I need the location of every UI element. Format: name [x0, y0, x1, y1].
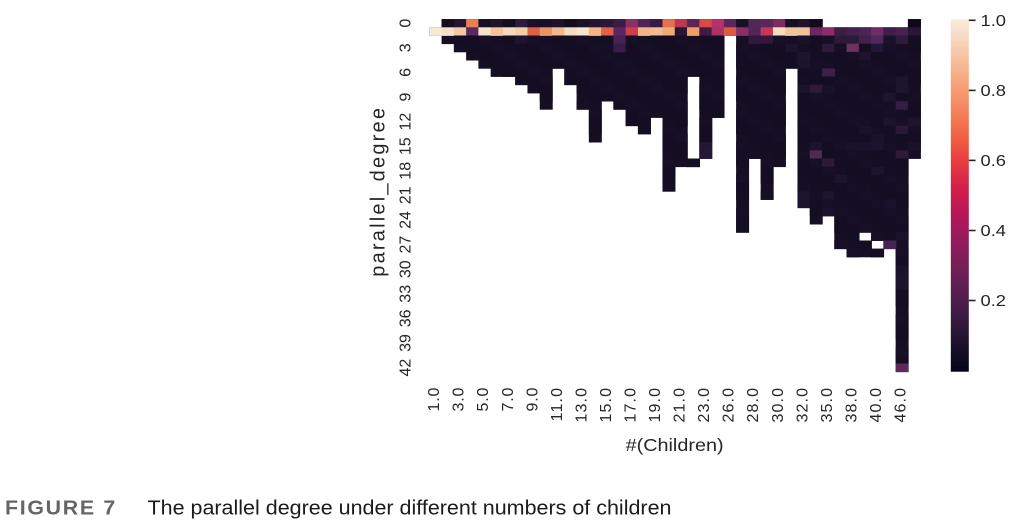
svg-text:23.0: 23.0	[696, 387, 713, 423]
svg-text:3: 3	[398, 43, 415, 52]
svg-text:15.0: 15.0	[598, 387, 615, 423]
svg-text:28.0: 28.0	[745, 387, 762, 423]
svg-text:FIGURE 7: FIGURE 7	[5, 497, 117, 519]
svg-text:5.0: 5.0	[475, 387, 492, 412]
svg-text:12: 12	[398, 113, 415, 131]
svg-text:The parallel degree under diff: The parallel degree under different numb…	[148, 497, 672, 519]
svg-text:3.0: 3.0	[451, 387, 468, 412]
svg-text:11.0: 11.0	[549, 387, 566, 422]
svg-text:parallel_degree: parallel_degree	[368, 106, 390, 277]
svg-text:39: 39	[398, 334, 415, 352]
svg-text:6: 6	[398, 68, 415, 77]
svg-text:0.2: 0.2	[981, 293, 1007, 310]
svg-text:30: 30	[398, 260, 415, 278]
svg-text:32.0: 32.0	[794, 387, 811, 423]
svg-text:1.0: 1.0	[426, 387, 443, 412]
svg-text:46.0: 46.0	[893, 387, 910, 423]
svg-text:21.0: 21.0	[672, 387, 689, 423]
svg-text:17.0: 17.0	[623, 387, 640, 423]
svg-text:30.0: 30.0	[770, 387, 787, 423]
svg-text:7.0: 7.0	[500, 387, 517, 412]
svg-text:27: 27	[398, 236, 415, 254]
svg-text:21: 21	[398, 186, 415, 204]
svg-text:19.0: 19.0	[647, 387, 664, 423]
svg-text:0: 0	[398, 19, 415, 28]
svg-text:#(Children): #(Children)	[626, 435, 724, 455]
svg-text:0.8: 0.8	[981, 83, 1007, 100]
svg-text:40.0: 40.0	[868, 387, 885, 423]
svg-text:1.0: 1.0	[981, 13, 1007, 30]
svg-text:13.0: 13.0	[573, 387, 590, 423]
svg-text:35.0: 35.0	[819, 387, 836, 423]
svg-text:42: 42	[398, 359, 415, 377]
svg-text:18: 18	[398, 162, 415, 180]
svg-text:15: 15	[398, 137, 415, 155]
svg-text:9: 9	[398, 92, 415, 101]
svg-text:24: 24	[398, 211, 415, 229]
svg-text:0.6: 0.6	[981, 153, 1007, 170]
svg-text:9.0: 9.0	[524, 387, 541, 412]
svg-text:36: 36	[398, 309, 415, 327]
svg-text:0.4: 0.4	[981, 223, 1007, 240]
svg-text:33: 33	[398, 285, 415, 303]
svg-text:38.0: 38.0	[843, 387, 860, 423]
svg-text:26.0: 26.0	[721, 387, 738, 423]
